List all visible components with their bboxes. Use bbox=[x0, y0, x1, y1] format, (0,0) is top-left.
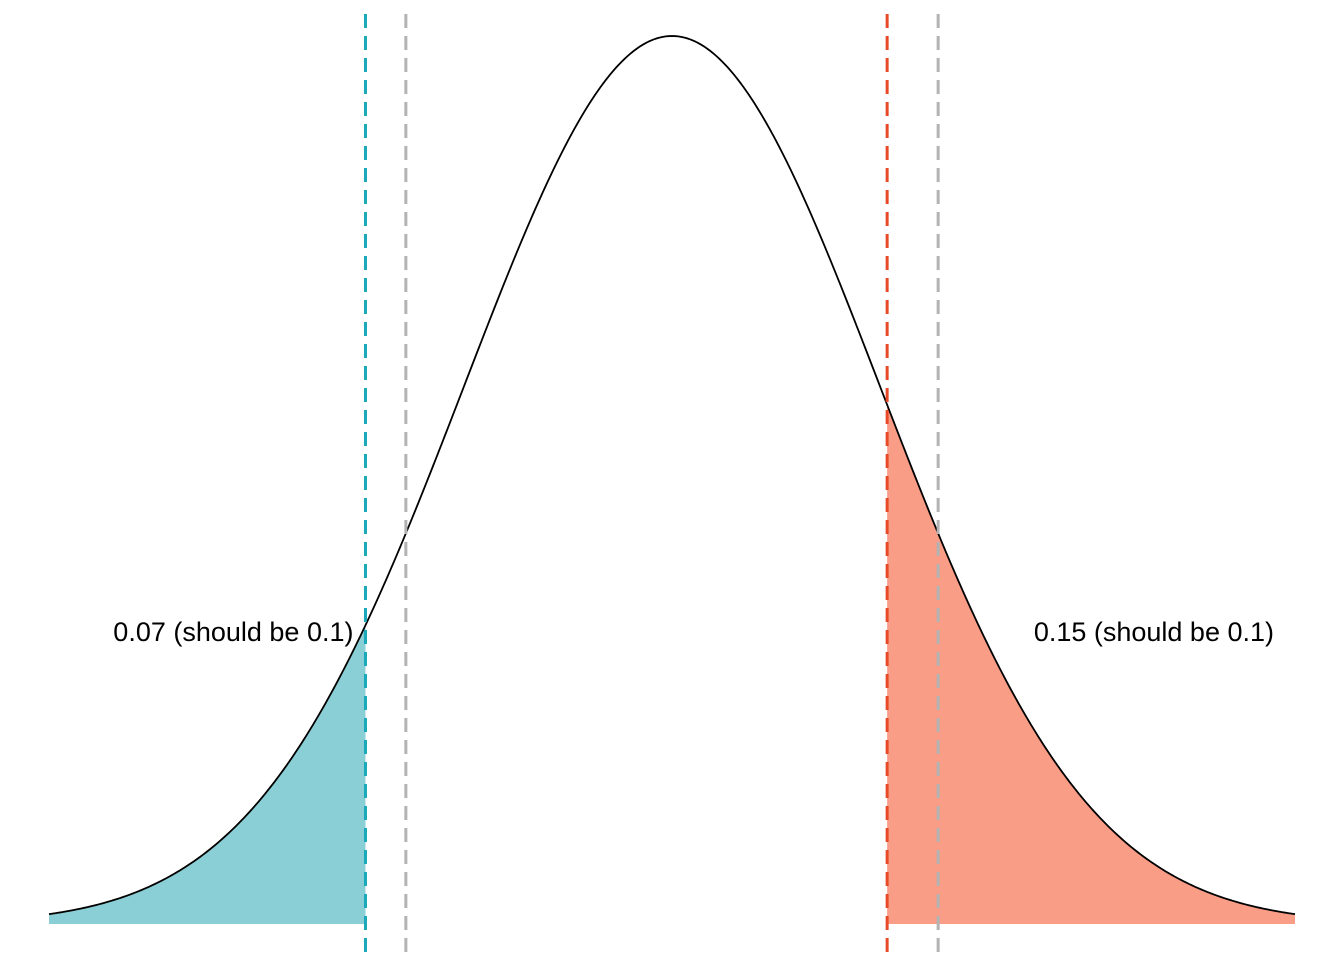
upper-tail-label: 0.15 (should be 0.1) bbox=[1034, 617, 1274, 647]
annotation-layer: 0.07 (should be 0.1) 0.15 (should be 0.1… bbox=[113, 617, 1274, 647]
lower-tail-label: 0.07 (should be 0.1) bbox=[113, 617, 353, 647]
density-curve-layer bbox=[48, 35, 1296, 916]
lower-tail-area bbox=[49, 625, 366, 924]
tail-fill-layer bbox=[49, 404, 1295, 924]
density-curve bbox=[48, 35, 1296, 916]
threshold-line-layer bbox=[363, 14, 940, 960]
upper-tail-area bbox=[887, 404, 1295, 924]
